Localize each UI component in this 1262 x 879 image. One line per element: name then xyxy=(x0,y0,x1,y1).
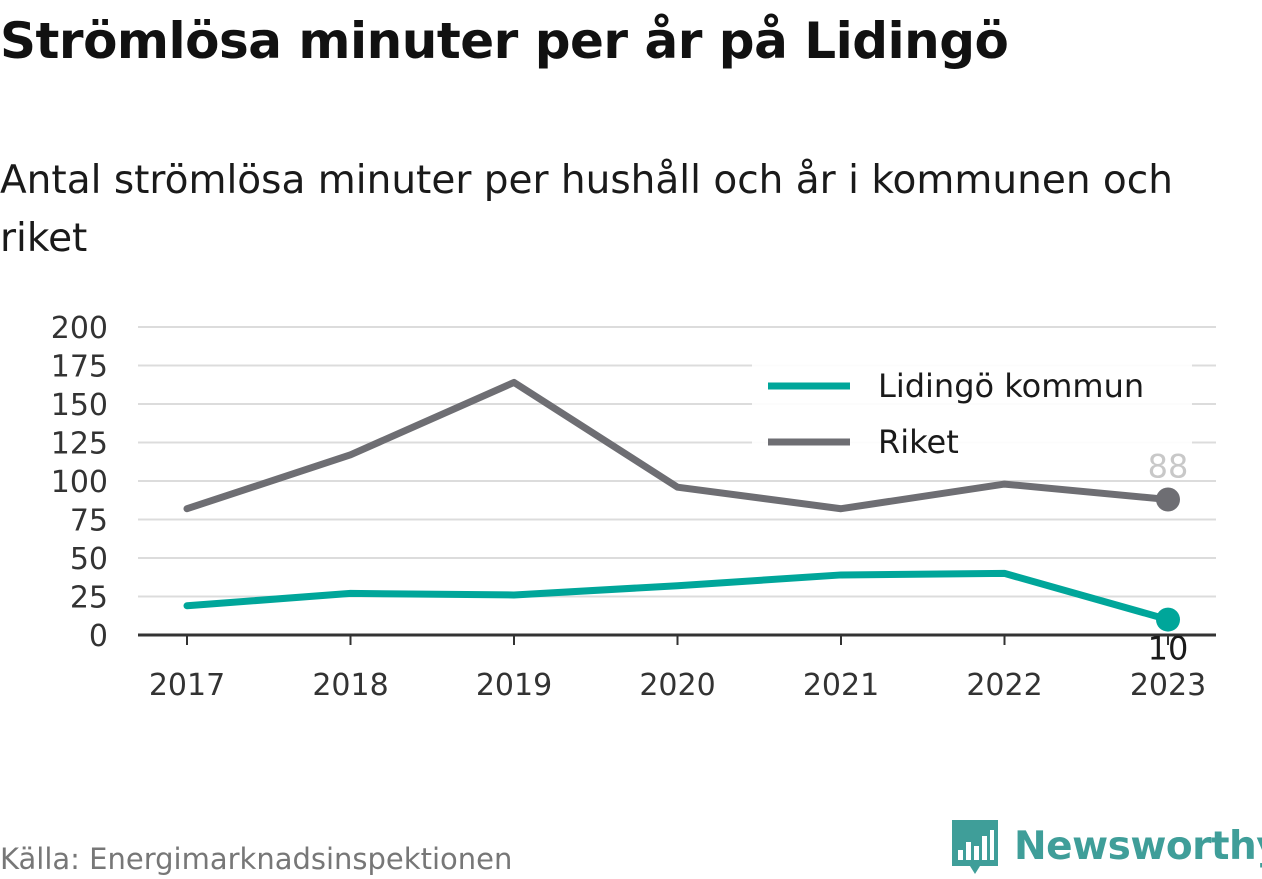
y-tick-label: 50 xyxy=(70,542,108,577)
series-lines xyxy=(183,378,1180,632)
x-tick-label: 2018 xyxy=(312,668,388,703)
brand-name: Newsworthy xyxy=(1014,823,1262,869)
x-tick-label: 2019 xyxy=(476,668,552,703)
x-tick-label: 2022 xyxy=(966,668,1042,703)
y-tick-label: 150 xyxy=(51,388,108,423)
x-tick-label: 2021 xyxy=(803,668,879,703)
chart-title: Strömlösa minuter per år på Lidingö xyxy=(0,12,1009,70)
x-tick-label: 2023 xyxy=(1130,668,1206,703)
source-note: Källa: Energimarknadsinspektionen xyxy=(0,842,513,876)
y-tick-label: 200 xyxy=(51,311,108,346)
legend: Lidingö kommun Riket xyxy=(752,362,1192,474)
x-tick-label: 2020 xyxy=(639,668,715,703)
legend-background xyxy=(752,362,1192,474)
y-tick-label: 175 xyxy=(51,350,108,385)
series-line-0 xyxy=(183,569,1172,624)
y-tick-label: 75 xyxy=(70,504,108,539)
end-labels: 10 88 xyxy=(1148,447,1189,667)
x-tick-label: 2017 xyxy=(149,668,225,703)
newsworthy-logo: Newsworthy xyxy=(950,816,1262,876)
legend-label-0: Lidingö kommun xyxy=(878,367,1144,405)
y-tick-label: 100 xyxy=(51,465,108,500)
chart-subtitle: Antal strömlösa minuter per hushåll och … xyxy=(0,158,1173,261)
y-tick-label: 0 xyxy=(89,619,108,654)
series-line-1 xyxy=(183,378,1172,513)
y-tick-label: 125 xyxy=(51,427,108,462)
newsworthy-logo-icon xyxy=(952,820,998,874)
legend-label-1: Riket xyxy=(878,423,959,461)
x-axis: 2017 2018 2019 2020 2021 2022 2023 xyxy=(138,633,1216,703)
y-tick-label: 25 xyxy=(70,581,108,616)
end-label-1: 88 xyxy=(1148,447,1189,485)
end-point-0 xyxy=(1156,607,1180,632)
end-point-1 xyxy=(1156,487,1180,512)
end-label-0: 10 xyxy=(1148,630,1189,668)
grid-lines xyxy=(138,326,1216,598)
